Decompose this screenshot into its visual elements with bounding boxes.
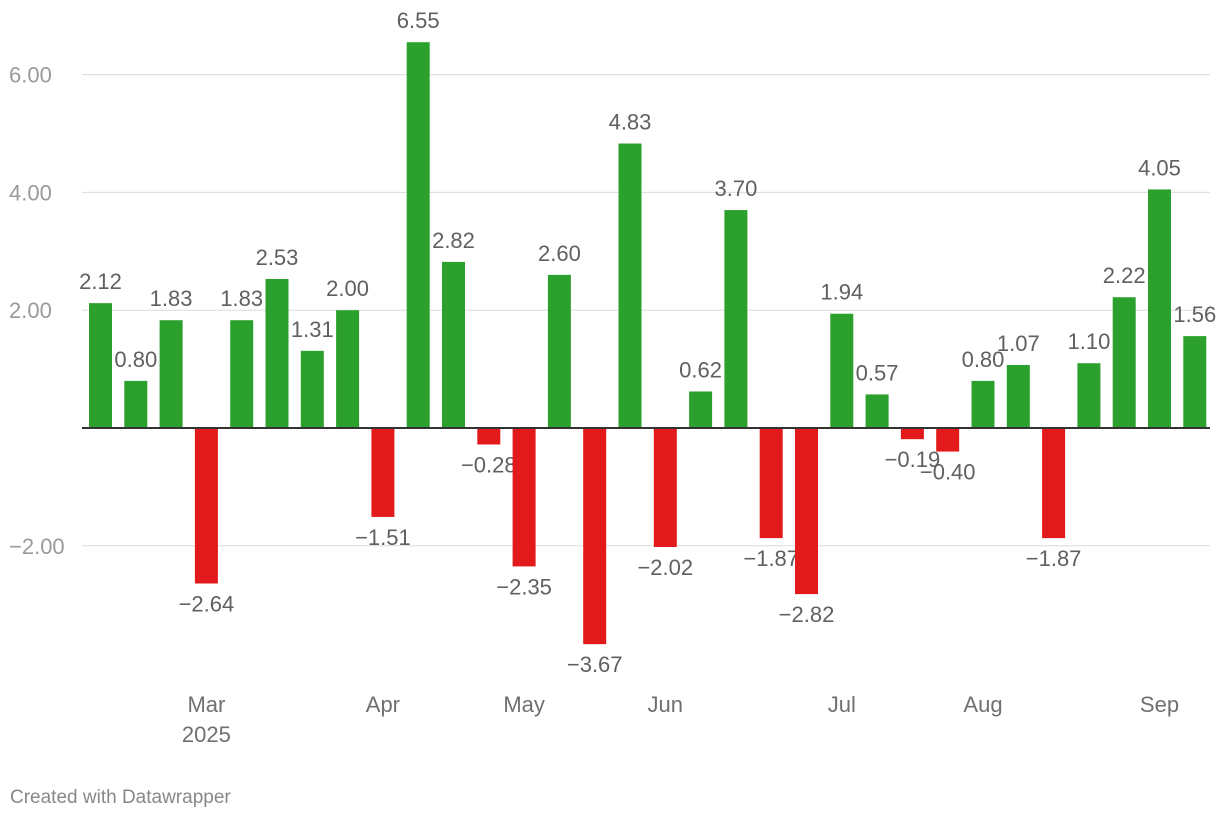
bar — [512, 428, 536, 567]
bar — [759, 428, 783, 539]
bar — [300, 350, 324, 428]
x-tick-label: Sep — [1140, 692, 1179, 717]
bar — [724, 210, 748, 428]
data-label: 4.83 — [609, 110, 652, 135]
bar — [865, 394, 889, 428]
data-label: −1.87 — [1026, 546, 1082, 571]
x-tick-label: Apr — [366, 692, 400, 717]
bar — [618, 143, 642, 428]
data-label: 2.82 — [432, 228, 475, 253]
data-label: 1.31 — [291, 317, 334, 342]
data-label: −0.19 — [885, 447, 941, 472]
data-label: 6.55 — [397, 8, 440, 33]
x-tick-label: Jun — [648, 692, 683, 717]
bar — [1112, 297, 1136, 428]
data-label: −2.35 — [496, 574, 552, 599]
bar — [442, 261, 465, 428]
data-label: 2.60 — [538, 241, 581, 266]
bar — [265, 278, 289, 428]
bar — [1006, 364, 1030, 428]
bar — [477, 428, 501, 445]
data-label: 0.80 — [962, 347, 1005, 372]
y-tick-label: 6.00 — [9, 63, 52, 88]
bar — [124, 380, 148, 428]
x-tick-label: Mar — [187, 692, 225, 717]
x-tick-label: May — [503, 692, 545, 717]
data-label: −1.87 — [743, 546, 799, 571]
data-label: 0.80 — [114, 347, 157, 372]
data-label: −0.40 — [920, 460, 976, 485]
bar — [159, 320, 183, 428]
bar — [689, 391, 713, 428]
bar — [194, 428, 218, 584]
footer-credit: Created with Datawrapper — [10, 787, 231, 808]
bar — [583, 428, 607, 645]
data-label: 1.94 — [820, 280, 863, 305]
bar — [971, 380, 995, 428]
data-label: −2.02 — [637, 555, 693, 580]
data-label: 0.62 — [679, 357, 722, 382]
data-label: −3.67 — [567, 652, 623, 677]
y-tick-label: 2.00 — [9, 298, 52, 323]
data-label: −2.82 — [779, 602, 835, 627]
bar — [936, 428, 960, 452]
data-label: 3.70 — [714, 176, 757, 201]
data-label: −2.64 — [179, 591, 235, 616]
bar — [653, 428, 677, 547]
bar — [795, 428, 818, 595]
data-label: −0.28 — [461, 452, 517, 477]
data-label: 1.07 — [997, 331, 1040, 356]
x-tick-label: Jul — [828, 692, 856, 717]
data-label: 1.83 — [150, 286, 193, 311]
y-tick-label: 4.00 — [9, 180, 52, 205]
data-label: 2.12 — [79, 269, 122, 294]
bar — [1042, 428, 1066, 539]
bar — [336, 310, 360, 428]
x-tick-sublabel: 2025 — [182, 722, 231, 747]
data-label: 2.00 — [326, 276, 369, 301]
bar — [1077, 363, 1101, 428]
data-label: 0.57 — [856, 360, 899, 385]
bar — [1183, 336, 1207, 428]
y-tick-label: −2.00 — [9, 534, 65, 559]
bar — [89, 303, 112, 428]
bar — [230, 320, 254, 428]
bar — [1148, 189, 1171, 428]
bar — [547, 274, 571, 428]
data-label: 4.05 — [1138, 155, 1181, 180]
bar-chart: 6.00 4.00 2.00 −2.00 2.12 0.80 1.83 −2.64 1.83 2.… — [9, 8, 1216, 747]
data-label: 1.10 — [1067, 329, 1110, 354]
data-label: 1.83 — [220, 286, 263, 311]
data-label: 1.56 — [1173, 302, 1216, 327]
x-tick-label: Aug — [963, 692, 1002, 717]
data-label: 2.22 — [1103, 263, 1146, 288]
data-label: 2.53 — [256, 245, 299, 270]
bar — [900, 428, 924, 440]
bar — [371, 428, 395, 517]
bar — [406, 42, 430, 428]
data-label: −1.51 — [355, 525, 411, 550]
bar — [830, 313, 854, 428]
